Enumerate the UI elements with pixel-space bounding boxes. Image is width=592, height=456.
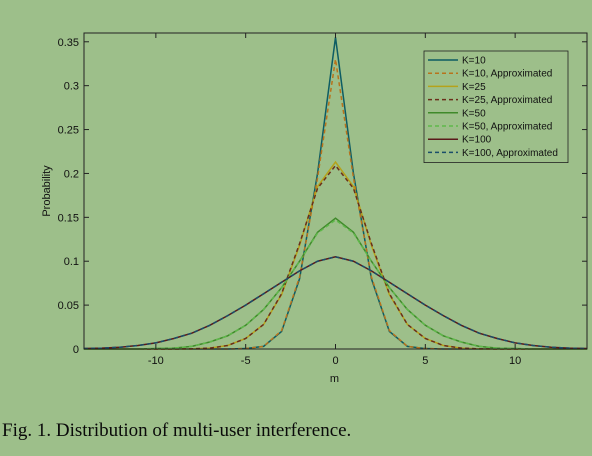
y-tick-label: 0.15 <box>58 212 79 224</box>
series-line-7 <box>84 257 587 349</box>
y-tick-label: 0.3 <box>64 81 79 93</box>
x-tick-label: 5 <box>422 355 428 367</box>
series-line-3 <box>84 162 587 349</box>
legend-label-8: K=100, Approximated <box>462 148 558 159</box>
y-tick-label: 0.05 <box>58 300 79 312</box>
legend-label-1: K=10 <box>462 56 486 67</box>
x-axis-label: m <box>330 373 339 385</box>
legend: K=10 K=10, Approximated K=25 K=25, Approxim… <box>424 51 568 163</box>
x-tick-label: 10 <box>509 355 521 367</box>
legend-label-3: K=25 <box>462 82 486 93</box>
y-tick-label: 0.25 <box>58 125 79 137</box>
y-tick-label: 0.2 <box>64 168 79 180</box>
x-tick-label: -5 <box>241 355 251 367</box>
series-line-6 <box>84 220 587 349</box>
y-axis-label: Probability <box>41 165 53 217</box>
legend-label-4: K=25, Approximated <box>462 95 552 106</box>
series-line-5 <box>84 218 587 349</box>
legend-label-2: K=10, Approximated <box>462 69 552 80</box>
y-tick-label: 0 <box>73 344 79 356</box>
legend-label-6: K=50, Approximated <box>462 122 552 133</box>
figure-caption: Fig. 1. Distribution of multi-user inter… <box>2 420 351 442</box>
legend-label-5: K=50 <box>462 108 486 119</box>
series-line-8 <box>84 257 587 349</box>
chart: -10 -5 0 5 10 0 0.05 0.1 0.15 0.2 0.25 0.3 0.35 m Prob… <box>0 0 592 410</box>
x-tick-label: 0 <box>332 355 338 367</box>
y-tick-label: 0.1 <box>64 256 79 268</box>
y-tick-label: 0.35 <box>58 37 79 49</box>
x-tick-label: -10 <box>148 355 164 367</box>
legend-label-7: K=100 <box>462 135 492 146</box>
